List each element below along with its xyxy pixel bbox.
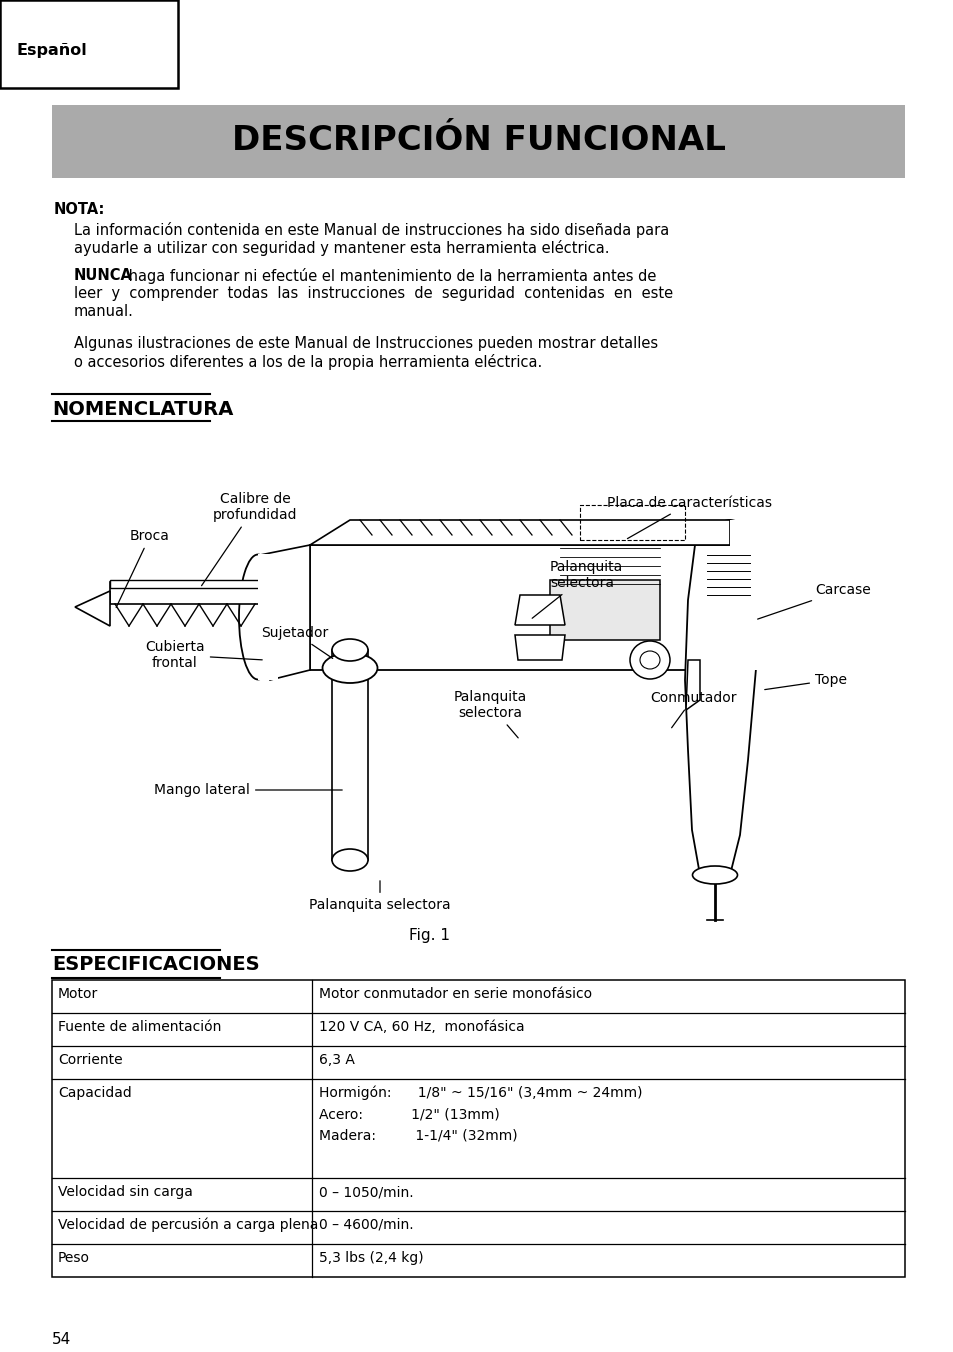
Text: Broca: Broca <box>116 529 170 607</box>
Text: Hormigón:      1/8" ~ 15/16" (3,4mm ~ 24mm)
Acero:           1/2" (13mm)
Madera:: Hormigón: 1/8" ~ 15/16" (3,4mm ~ 24mm) A… <box>318 1086 641 1142</box>
Ellipse shape <box>332 639 368 661</box>
Text: NOMENCLATURA: NOMENCLATURA <box>52 400 233 419</box>
Text: Sujetador: Sujetador <box>261 626 333 658</box>
Text: Cubierta
frontal: Cubierta frontal <box>145 639 262 671</box>
Bar <box>332 650 368 860</box>
Text: Conmutador: Conmutador <box>649 691 736 727</box>
Ellipse shape <box>629 641 669 679</box>
Bar <box>0 0 178 88</box>
Bar <box>579 506 684 539</box>
Text: Palanquita selectora: Palanquita selectora <box>309 880 451 913</box>
Text: Velocidad sin carga: Velocidad sin carga <box>58 1184 193 1199</box>
Text: Placa de características: Placa de características <box>607 496 772 538</box>
Ellipse shape <box>239 554 276 680</box>
Polygon shape <box>310 521 729 545</box>
Text: NOTA:: NOTA: <box>54 201 105 218</box>
Ellipse shape <box>697 521 761 671</box>
Polygon shape <box>260 545 310 680</box>
Bar <box>310 545 729 671</box>
Ellipse shape <box>332 849 368 871</box>
Text: Peso: Peso <box>58 1251 90 1265</box>
Bar <box>257 554 277 680</box>
Bar <box>729 521 763 671</box>
Bar <box>550 580 659 639</box>
Text: NUNCA: NUNCA <box>74 268 132 283</box>
Text: Palanquita
selectora: Palanquita selectora <box>453 690 526 738</box>
Text: Algunas ilustraciones de este Manual de Instrucciones pueden mostrar detalles: Algunas ilustraciones de este Manual de … <box>74 337 658 352</box>
Polygon shape <box>75 591 110 626</box>
Polygon shape <box>685 660 700 710</box>
Text: Velocidad de percusión a carga plena: Velocidad de percusión a carga plena <box>58 1218 318 1233</box>
Text: Corriente: Corriente <box>58 1053 123 1067</box>
Polygon shape <box>515 595 564 625</box>
Polygon shape <box>684 545 761 875</box>
Bar <box>52 105 904 178</box>
Text: Fig. 1: Fig. 1 <box>409 927 450 942</box>
Bar <box>110 581 260 604</box>
Text: 120 V CA, 60 Hz,  monofásica: 120 V CA, 60 Hz, monofásica <box>318 1019 524 1034</box>
Text: Motor conmutador en serie monofásico: Motor conmutador en serie monofásico <box>318 987 592 1000</box>
Text: Carcase: Carcase <box>757 583 870 619</box>
Text: manual.: manual. <box>74 304 133 319</box>
Text: ayudarle a utilizar con seguridad y mantener esta herramienta eléctrica.: ayudarle a utilizar con seguridad y mant… <box>74 241 609 256</box>
Text: 0 – 4600/min.: 0 – 4600/min. <box>318 1218 414 1232</box>
Polygon shape <box>515 635 564 660</box>
Bar <box>110 580 265 588</box>
Text: haga funcionar ni efectúe el mantenimiento de la herramienta antes de: haga funcionar ni efectúe el mantenimien… <box>124 268 656 284</box>
Text: Palanquita
selectora: Palanquita selectora <box>532 560 622 618</box>
Text: Mango lateral: Mango lateral <box>154 783 342 796</box>
Text: 54: 54 <box>52 1332 71 1347</box>
Text: leer  y  comprender  todas  las  instrucciones  de  seguridad  contenidas  en  e: leer y comprender todas las instruccione… <box>74 287 673 301</box>
Bar <box>52 980 904 1278</box>
Text: Calibre de
profundidad: Calibre de profundidad <box>201 492 297 585</box>
Text: Tope: Tope <box>764 673 846 690</box>
Text: ESPECIFICACIONES: ESPECIFICACIONES <box>52 955 259 973</box>
Text: 6,3 A: 6,3 A <box>318 1053 355 1067</box>
Text: o accesorios diferentes a los de la propia herramienta eléctrica.: o accesorios diferentes a los de la prop… <box>74 354 541 370</box>
Ellipse shape <box>639 652 659 669</box>
Text: Capacidad: Capacidad <box>58 1086 132 1101</box>
Text: 0 – 1050/min.: 0 – 1050/min. <box>318 1184 414 1199</box>
Ellipse shape <box>692 867 737 884</box>
Text: Motor: Motor <box>58 987 98 1000</box>
Text: Español: Español <box>16 42 87 58</box>
Text: Fuente de alimentación: Fuente de alimentación <box>58 1019 221 1034</box>
Text: DESCRIPCIÓN FUNCIONAL: DESCRIPCIÓN FUNCIONAL <box>232 124 724 157</box>
Text: La información contenida en este Manual de instrucciones ha sido diseñada para: La información contenida en este Manual … <box>74 222 669 238</box>
Text: 5,3 lbs (2,4 kg): 5,3 lbs (2,4 kg) <box>318 1251 423 1265</box>
Ellipse shape <box>322 653 377 683</box>
